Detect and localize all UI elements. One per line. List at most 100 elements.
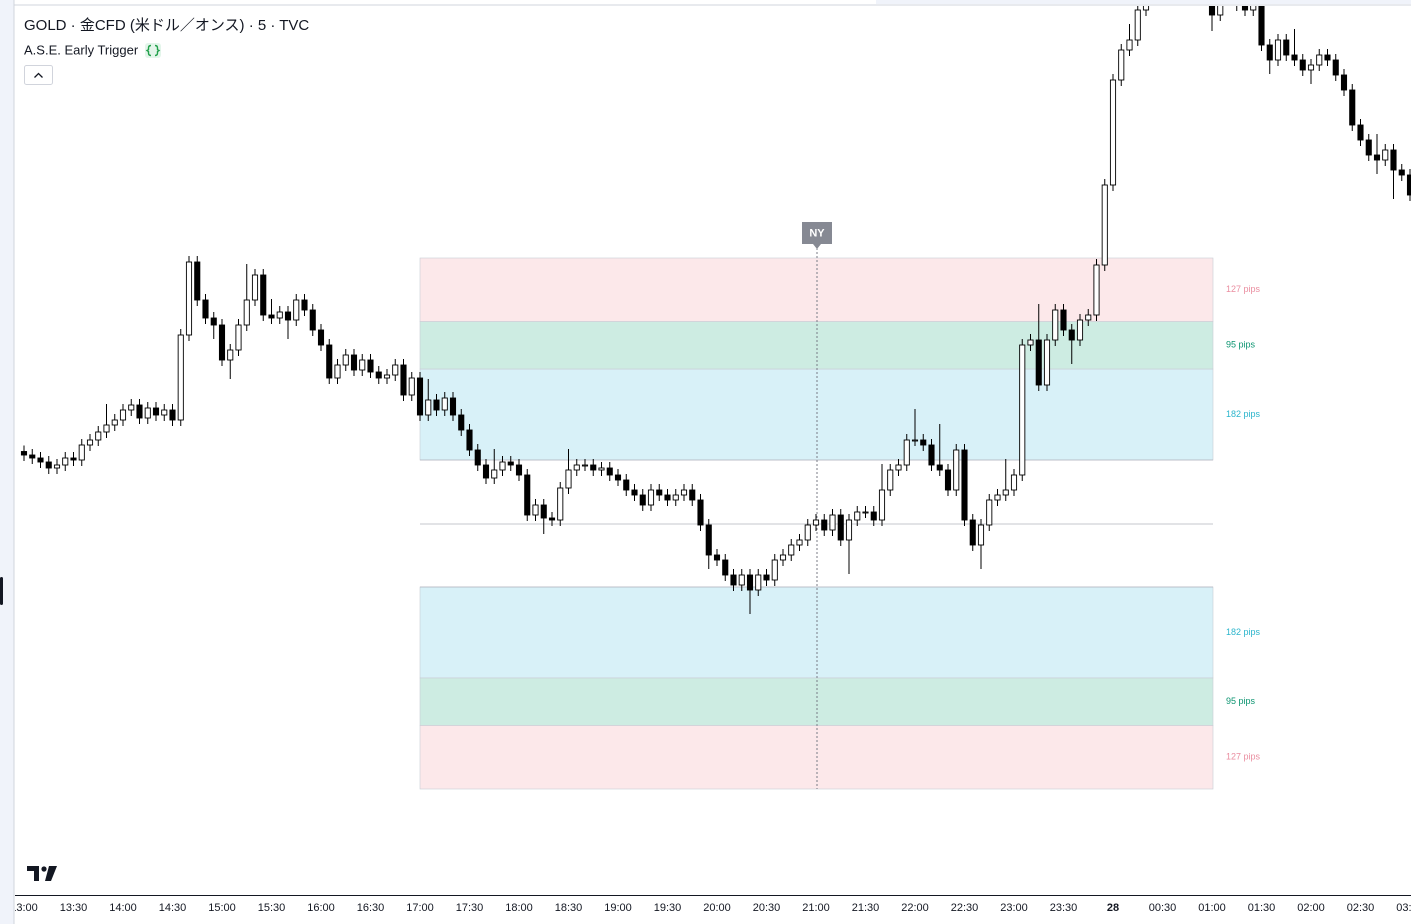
candle-body <box>1019 344 1026 476</box>
candle-body <box>1134 9 1141 41</box>
candle-body <box>375 371 382 379</box>
candle-body <box>1118 49 1125 81</box>
x-tick-label: 01:30 <box>1248 902 1276 914</box>
candle-body <box>920 439 927 446</box>
candle-body <box>837 514 844 541</box>
zone-label: 182 pips <box>1226 627 1261 637</box>
collapse-button[interactable] <box>24 65 53 85</box>
candle-body <box>1324 54 1331 61</box>
candle-body <box>1316 54 1323 66</box>
candle-body <box>45 461 52 469</box>
candle-body <box>532 504 539 516</box>
candle-body <box>1142 6 1150 11</box>
candle-body <box>111 419 118 426</box>
zone-label: 127 pips <box>1226 752 1261 762</box>
candle-body <box>1010 474 1018 491</box>
candle-body <box>268 314 275 319</box>
candle-body <box>705 524 712 556</box>
candle-body <box>95 431 102 441</box>
candle-body <box>1283 39 1290 56</box>
candle-body <box>821 519 828 531</box>
candle-body <box>119 409 127 421</box>
candle-body <box>969 519 976 546</box>
candle-body <box>598 467 605 471</box>
x-tick-label: 19:00 <box>604 902 632 914</box>
candle-body <box>1027 339 1034 346</box>
candle-body <box>169 409 176 421</box>
candle-body <box>309 309 316 331</box>
x-tick-label: 28 <box>1107 902 1119 914</box>
left-toolbar <box>0 0 14 924</box>
session-tag <box>802 222 832 249</box>
candle-body <box>936 464 943 471</box>
candle-body <box>713 554 721 561</box>
candle-body <box>1398 169 1405 176</box>
candle-body <box>887 469 894 491</box>
tradingview-logo <box>27 866 57 881</box>
candle-body <box>755 574 762 591</box>
candle-body <box>293 299 300 321</box>
x-tick-label: 20:30 <box>753 902 781 914</box>
candle-body <box>961 449 968 521</box>
x-tick-label: 21:30 <box>852 902 880 914</box>
candle-body <box>507 461 514 466</box>
top-panel-edge <box>876 0 1411 4</box>
candle-body <box>78 444 85 461</box>
candle-body <box>416 377 424 416</box>
zone-label: 95 pips <box>1226 696 1256 706</box>
candle-body <box>425 399 432 416</box>
candle-body <box>1002 489 1009 496</box>
candle-body <box>62 457 69 466</box>
candle-body <box>689 489 696 501</box>
candle-body <box>1390 149 1397 171</box>
candle-body <box>944 469 952 491</box>
x-tick-label: 15:00 <box>208 902 236 914</box>
candle-body <box>152 407 160 416</box>
candle-body <box>400 364 407 396</box>
candle-body <box>350 354 358 371</box>
candle-body <box>804 524 811 541</box>
x-tick-label: 14:30 <box>159 902 187 914</box>
x-tick-label: 17:00 <box>406 902 434 914</box>
candle-body <box>1258 6 1265 46</box>
candle-body <box>276 311 283 319</box>
zone-label: 95 pips <box>1226 340 1256 350</box>
candle-body <box>367 359 374 373</box>
candle-body <box>664 494 671 501</box>
candle-body <box>672 494 679 501</box>
x-tick-label: 22:30 <box>951 902 979 914</box>
zone-label: 182 pips <box>1226 409 1261 419</box>
candle-body <box>1332 59 1339 76</box>
candle-body <box>812 519 820 526</box>
toolbar-handle[interactable] <box>0 577 3 605</box>
candle-body <box>260 274 267 316</box>
candle-body <box>1340 74 1348 91</box>
x-tick-label: 17:30 <box>456 902 484 914</box>
candle-body <box>466 429 473 451</box>
candle-body <box>1208 6 1216 16</box>
indicator-name[interactable]: A.S.E. Early Trigger <box>24 42 139 57</box>
candle-body <box>491 469 498 479</box>
candle-body <box>1291 54 1298 61</box>
candle-body <box>581 464 589 467</box>
zone-band <box>419 368 1214 461</box>
plot-area: 182 pips 95 pips 127 pips 182 pips 95 pips 12… <box>20 6 1411 790</box>
candle-body <box>548 517 556 521</box>
candle-body <box>1043 339 1051 386</box>
x-tick-label: 13:30 <box>60 902 88 914</box>
candle-body <box>1373 154 1381 161</box>
candle-body <box>573 464 580 471</box>
candle-body <box>870 511 877 521</box>
candle-body <box>1109 79 1117 186</box>
candle-body <box>639 494 646 506</box>
candle-body <box>656 489 663 496</box>
candle-body <box>524 474 531 516</box>
candle-body <box>1349 89 1356 126</box>
candle-body <box>1126 39 1133 51</box>
session-label: NY <box>809 227 825 239</box>
candle-body <box>136 404 143 419</box>
x-tick-label: 13:00 <box>10 902 38 914</box>
candle-body <box>796 539 803 546</box>
indicator-source-icon[interactable] <box>145 43 161 58</box>
candle-body <box>557 487 564 521</box>
